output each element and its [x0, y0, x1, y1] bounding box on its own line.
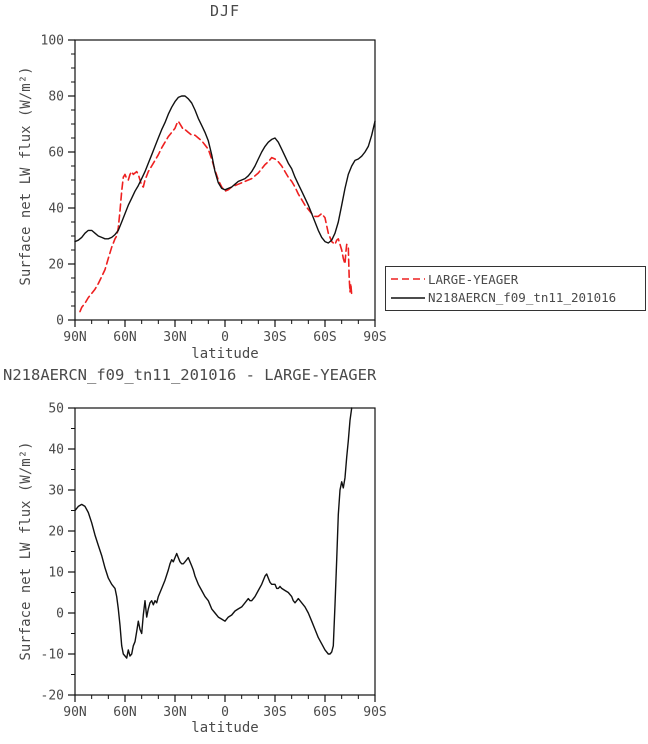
svg-text:40: 40 [48, 443, 64, 458]
top-x-axis-label: latitude [191, 346, 259, 362]
svg-text:60S: 60S [313, 330, 336, 345]
series-line-difference [74, 407, 353, 659]
svg-text:30N: 30N [163, 330, 186, 345]
legend: LARGE-YEAGER N218AERCN_f09_tn11_201016 [385, 266, 646, 311]
svg-text:-10: -10 [41, 648, 64, 663]
svg-text:90N: 90N [63, 705, 86, 720]
svg-text:0: 0 [221, 330, 229, 345]
legend-label: LARGE-YEAGER [428, 271, 519, 287]
svg-text:100: 100 [41, 34, 64, 49]
svg-text:60N: 60N [113, 330, 136, 345]
legend-item-n218aercn: N218AERCN_f09_tn11_201016 [390, 289, 641, 308]
legend-label: N218AERCN_f09_tn11_201016 [428, 290, 617, 306]
legend-item-large-yeager: LARGE-YEAGER [390, 270, 641, 289]
bottom-chart-title: N218AERCN_f09_tn11_201016 - LARGE-YEAGER [3, 366, 377, 384]
svg-text:90S: 90S [363, 705, 386, 720]
svg-text:0: 0 [56, 607, 64, 622]
svg-text:90N: 90N [63, 330, 86, 345]
svg-text:30: 30 [48, 484, 64, 499]
series-line-N218AERCN_f09_tn11_201016 [74, 95, 376, 244]
top-y-axis-label: Surface net LW flux (W/m²) [18, 66, 34, 286]
bottom-y-axis-label: Surface net LW flux (W/m²) [18, 441, 34, 661]
svg-text:30S: 30S [263, 330, 286, 345]
svg-text:60N: 60N [113, 705, 136, 720]
svg-text:30S: 30S [263, 705, 286, 720]
svg-text:90S: 90S [363, 330, 386, 345]
top-chart-title: DJF [209, 2, 241, 20]
series-line-LARGE-YEAGER [79, 120, 353, 313]
svg-text:20: 20 [48, 258, 64, 273]
dashed-red-line-sample [391, 278, 425, 281]
svg-text:40: 40 [48, 202, 64, 217]
svg-text:80: 80 [48, 90, 64, 105]
bottom-x-axis-label: latitude [191, 720, 259, 736]
svg-text:-20: -20 [41, 689, 64, 704]
svg-text:60: 60 [48, 146, 64, 161]
svg-text:10: 10 [48, 566, 64, 581]
solid-black-line-sample [391, 296, 425, 299]
svg-text:50: 50 [48, 402, 64, 417]
svg-text:30N: 30N [163, 705, 186, 720]
svg-text:0: 0 [56, 314, 64, 329]
svg-text:60S: 60S [313, 705, 336, 720]
svg-text:0: 0 [221, 705, 229, 720]
svg-text:20: 20 [48, 525, 64, 540]
